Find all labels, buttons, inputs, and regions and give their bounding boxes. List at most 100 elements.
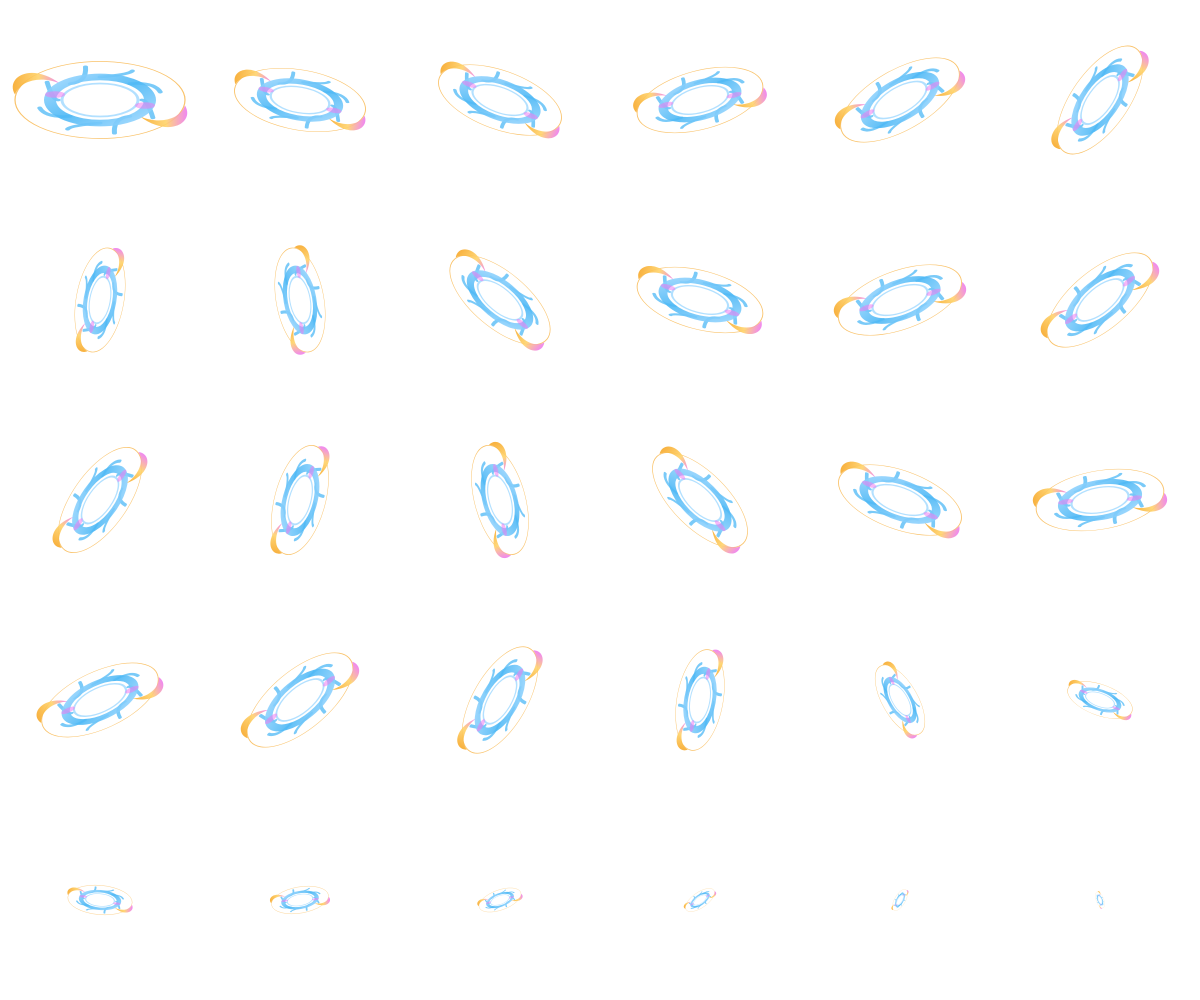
flame-tail <box>114 904 133 913</box>
flame-tail <box>314 896 330 906</box>
flame-tail <box>708 891 717 899</box>
flame-tail <box>891 903 896 910</box>
sprite-frame-24 <box>1000 600 1200 800</box>
vortex-ring <box>1064 268 1136 332</box>
vortex-sprite <box>1032 468 1168 532</box>
glow-accent <box>660 283 676 291</box>
glow-accent <box>299 321 304 335</box>
glow-accent <box>326 107 342 114</box>
flame-tail <box>833 296 868 319</box>
flame-tail <box>1099 904 1103 909</box>
flame-tail <box>904 890 909 897</box>
flame-tail <box>493 528 512 559</box>
sprite-frame-26 <box>200 800 400 1000</box>
glow-accent <box>113 902 121 905</box>
flame-tail <box>633 92 668 113</box>
glow-accent <box>726 92 742 99</box>
vortex-sprite <box>36 662 164 738</box>
vortex-sprite <box>1095 891 1105 909</box>
glow-accent <box>265 713 278 725</box>
flame-tail <box>712 649 724 679</box>
sprite-frame-27 <box>400 800 600 1000</box>
vortex-sprite <box>234 67 366 133</box>
glow-accent <box>296 265 301 279</box>
flame-tail <box>932 281 967 304</box>
glow-accent <box>1058 499 1074 505</box>
glow-accent <box>724 309 740 317</box>
sprite-frame-28 <box>600 800 800 1000</box>
vortex-ring <box>486 891 514 909</box>
flame-tail <box>933 70 966 96</box>
glow-accent <box>135 102 155 109</box>
vortex-sprite <box>675 649 725 751</box>
flame-tail <box>902 719 918 739</box>
vortex-sprite <box>270 445 330 555</box>
sprite-frame-8 <box>200 200 400 400</box>
glow-accent <box>714 520 726 532</box>
glow-accent <box>515 668 524 681</box>
glow-accent <box>1072 118 1083 132</box>
vortex-sprite <box>833 264 967 336</box>
sprite-frame-21 <box>400 600 600 800</box>
glow-accent <box>706 894 710 898</box>
vortex-ring <box>1078 687 1122 713</box>
vortex-sprite <box>633 66 767 134</box>
vortex-ring <box>282 265 318 335</box>
sprite-frame-25 <box>0 800 200 1000</box>
glow-accent <box>903 893 905 897</box>
vortex-sprite <box>683 888 717 912</box>
flame-tail <box>317 446 330 478</box>
vortex-ring <box>72 465 128 535</box>
flame-tail <box>511 893 523 902</box>
vortex-ring <box>658 77 742 123</box>
flame-tail <box>514 327 545 351</box>
vortex-sprite <box>12 61 188 139</box>
vortex-sprite <box>449 249 551 351</box>
vortex-ring <box>466 270 534 330</box>
flame-tail <box>112 248 125 278</box>
glow-accent <box>45 91 65 98</box>
vortex-ring <box>883 676 917 724</box>
vortex-sprite <box>838 461 962 539</box>
vortex-sprite <box>1067 679 1133 721</box>
glow-accent <box>860 109 875 119</box>
glow-accent <box>862 480 877 488</box>
vortex-ring <box>256 78 344 122</box>
glow-accent <box>125 685 139 694</box>
flame-tail <box>1131 261 1160 291</box>
vortex-ring <box>459 76 541 124</box>
glow-accent <box>472 271 484 282</box>
sprite-frame-14 <box>200 400 400 600</box>
sprite-frame-13 <box>0 400 200 600</box>
flame-tail <box>1032 488 1068 508</box>
sprite-frame-7 <box>0 200 200 400</box>
flame-tail <box>524 122 560 139</box>
sprite-frame-20 <box>200 600 400 800</box>
flame-tail <box>676 721 688 751</box>
flame-tail <box>1068 679 1088 689</box>
vortex-ring <box>480 464 520 536</box>
glow-accent <box>1098 894 1100 897</box>
vortex-ring <box>474 664 526 736</box>
glow-accent <box>516 318 528 329</box>
glow-accent <box>926 288 941 296</box>
vortex-ring <box>683 666 717 734</box>
glow-accent <box>281 899 288 903</box>
flame-tail <box>477 898 489 907</box>
glow-accent <box>79 895 87 898</box>
flame-tail <box>457 718 476 750</box>
flame-tail <box>1051 117 1074 150</box>
sprite-frame-9 <box>400 200 600 400</box>
vortex-ring <box>61 675 139 725</box>
vortex-ring <box>1057 478 1143 522</box>
vortex-ring <box>264 668 336 732</box>
vortex-sprite <box>52 447 148 553</box>
glow-accent <box>117 469 127 482</box>
vortex-sprite <box>1051 45 1149 155</box>
flame-tail <box>840 461 876 478</box>
flame-tail <box>524 650 543 682</box>
sprite-frame-6 <box>1000 0 1200 200</box>
flame-tail <box>711 528 741 554</box>
glow-accent <box>322 675 335 687</box>
